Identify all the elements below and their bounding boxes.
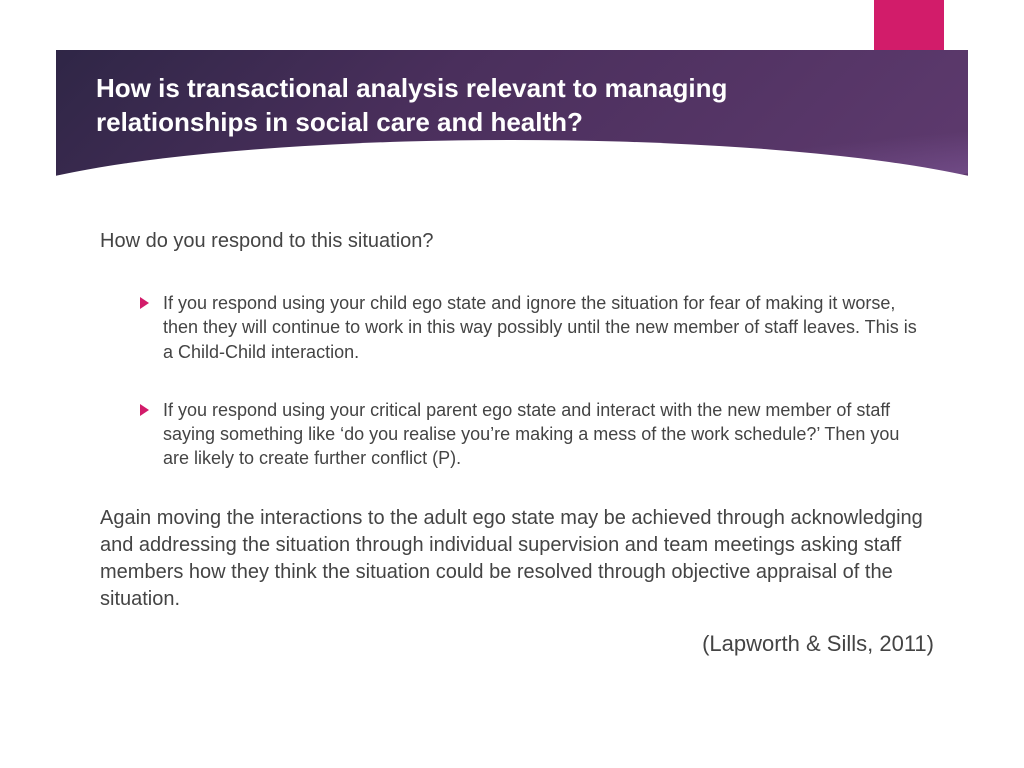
- slide-title: How is transactional analysis relevant t…: [96, 72, 848, 140]
- citation-text: (Lapworth & Sills, 2011): [100, 631, 944, 657]
- play-icon: [140, 297, 149, 309]
- slide-body: How do you respond to this situation? If…: [100, 230, 944, 657]
- slide-header: How is transactional analysis relevant t…: [56, 50, 968, 180]
- play-icon: [140, 404, 149, 416]
- bullet-text: If you respond using your child ego stat…: [163, 291, 924, 364]
- bullet-text: If you respond using your critical paren…: [163, 398, 924, 471]
- list-item: If you respond using your child ego stat…: [140, 291, 924, 364]
- closing-text: Again moving the interactions to the adu…: [100, 505, 944, 613]
- intro-text: How do you respond to this situation?: [100, 230, 944, 253]
- bullet-list: If you respond using your child ego stat…: [140, 291, 924, 471]
- list-item: If you respond using your critical paren…: [140, 398, 924, 471]
